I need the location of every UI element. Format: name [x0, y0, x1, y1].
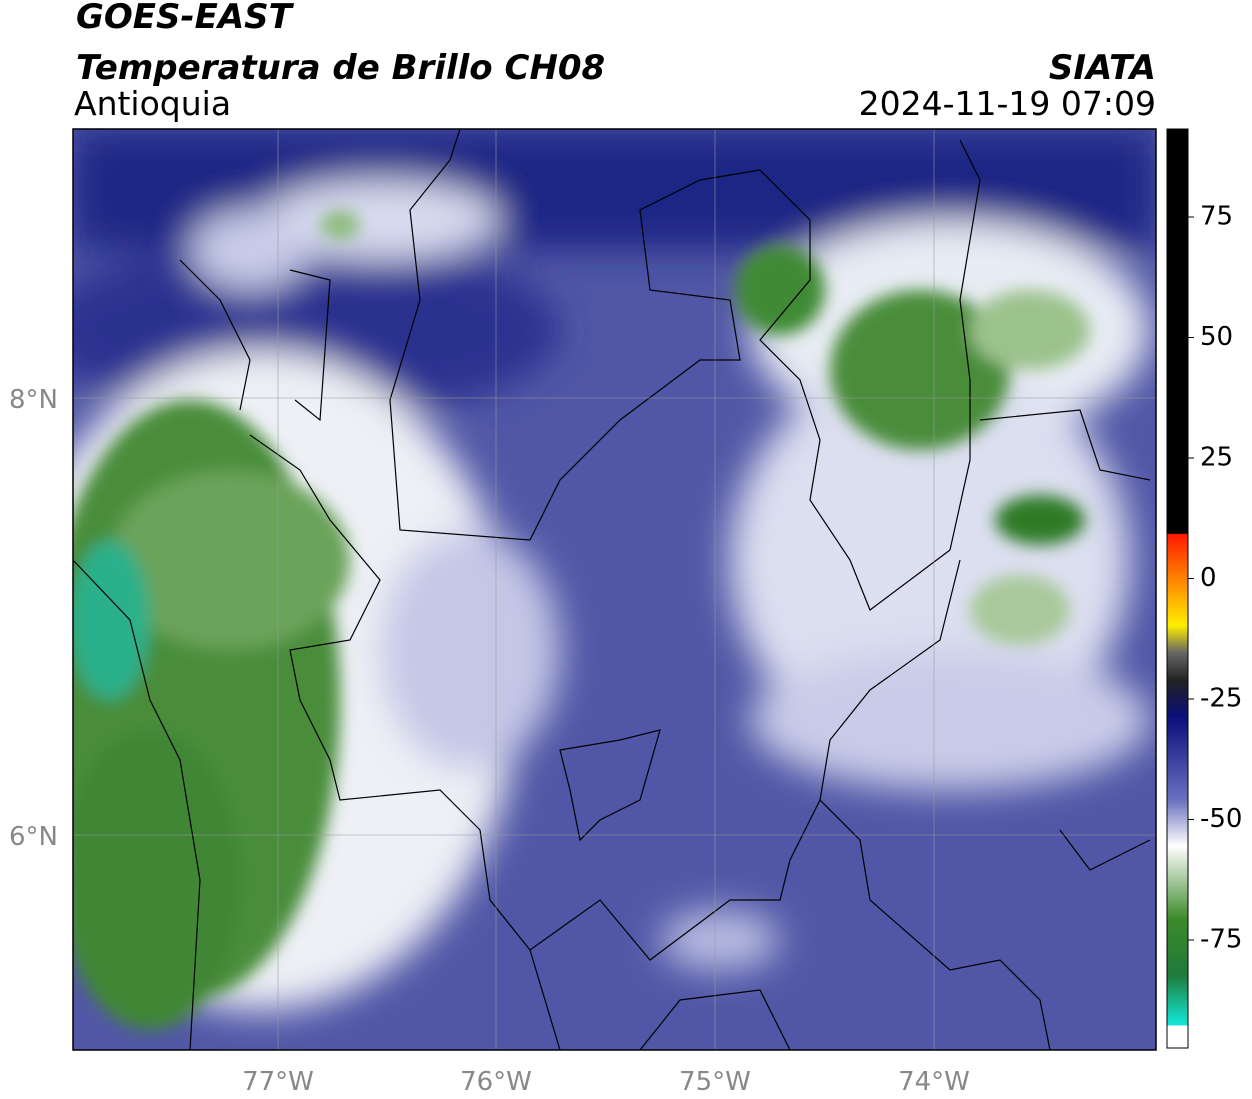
region: Antioquia [74, 84, 231, 123]
lon-tick-label: 77°W [242, 1067, 314, 1097]
source: SIATA [1049, 48, 1156, 88]
gridlines [73, 129, 1156, 1050]
map-ticks: 8°N 6°N 77°W 76°W 75°W 74°W [9, 385, 970, 1097]
colorbar-ticks: 75 50 25 0 -25 -50 -75 [1188, 202, 1242, 955]
subtitle: Temperatura de Brillo CH08 [76, 48, 605, 88]
colorbar [1166, 128, 1189, 1049]
lat-tick-label: 8°N [9, 385, 58, 415]
title: GOES-EAST [76, 0, 295, 37]
lon-tick-label: 74°W [898, 1067, 970, 1097]
colorbar-tick-label: 50 [1200, 322, 1233, 352]
colorbar-tick-label: -25 [1200, 684, 1242, 714]
colorbar-tick-label: 75 [1200, 202, 1233, 232]
colorbar-tick-label: 0 [1200, 563, 1217, 593]
colorbar-tick-label: -50 [1200, 804, 1242, 834]
datetime: 2024-11-19 07:09 [859, 84, 1156, 123]
satellite-image [73, 129, 1156, 1050]
lat-tick-label: 6°N [9, 822, 58, 852]
lon-tick-label: 75°W [679, 1067, 751, 1097]
colorbar-tick-label: -75 [1200, 925, 1242, 955]
colorbar-tick-label: 25 [1200, 443, 1233, 473]
borders [73, 129, 1151, 1050]
map-frame [72, 128, 1157, 1051]
lon-tick-label: 76°W [460, 1067, 532, 1097]
